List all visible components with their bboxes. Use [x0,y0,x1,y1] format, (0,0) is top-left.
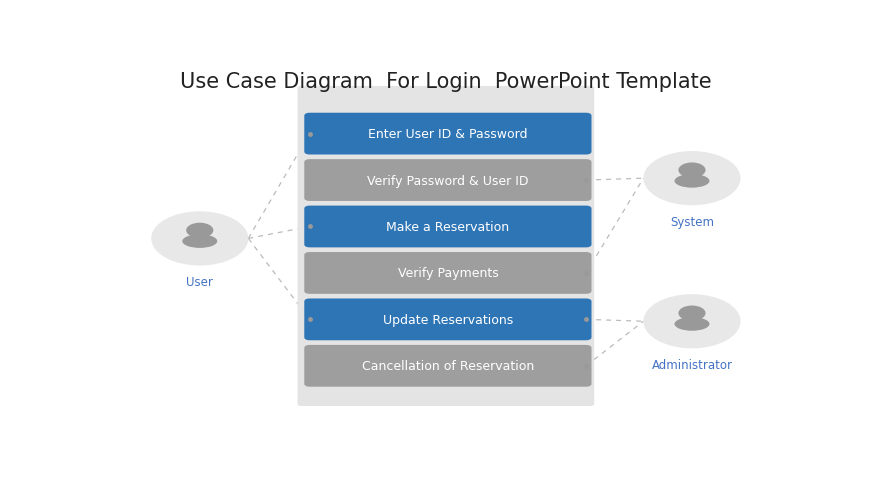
Text: Administrator: Administrator [651,358,732,371]
Text: Verify Payments: Verify Payments [397,267,498,280]
Circle shape [678,306,705,321]
Ellipse shape [673,175,708,188]
FancyBboxPatch shape [304,114,591,155]
Text: Enter User ID & Password: Enter User ID & Password [368,128,527,141]
FancyBboxPatch shape [304,345,591,387]
FancyBboxPatch shape [304,299,591,341]
Circle shape [678,163,705,178]
Text: Update Reservations: Update Reservations [382,313,513,326]
FancyBboxPatch shape [304,206,591,248]
Circle shape [186,223,213,238]
FancyBboxPatch shape [304,160,591,202]
Circle shape [151,212,248,266]
Text: Cancellation of Reservation: Cancellation of Reservation [362,360,534,372]
Ellipse shape [182,235,217,248]
Text: System: System [669,215,713,228]
Ellipse shape [673,318,708,331]
Text: Use Case Diagram  For Login  PowerPoint Template: Use Case Diagram For Login PowerPoint Te… [180,72,711,92]
Circle shape [643,152,740,206]
Text: Verify Password & User ID: Verify Password & User ID [367,174,528,187]
Text: User: User [186,275,213,288]
FancyBboxPatch shape [297,87,594,406]
Circle shape [643,295,740,348]
Text: Make a Reservation: Make a Reservation [386,221,509,234]
FancyBboxPatch shape [304,252,591,294]
